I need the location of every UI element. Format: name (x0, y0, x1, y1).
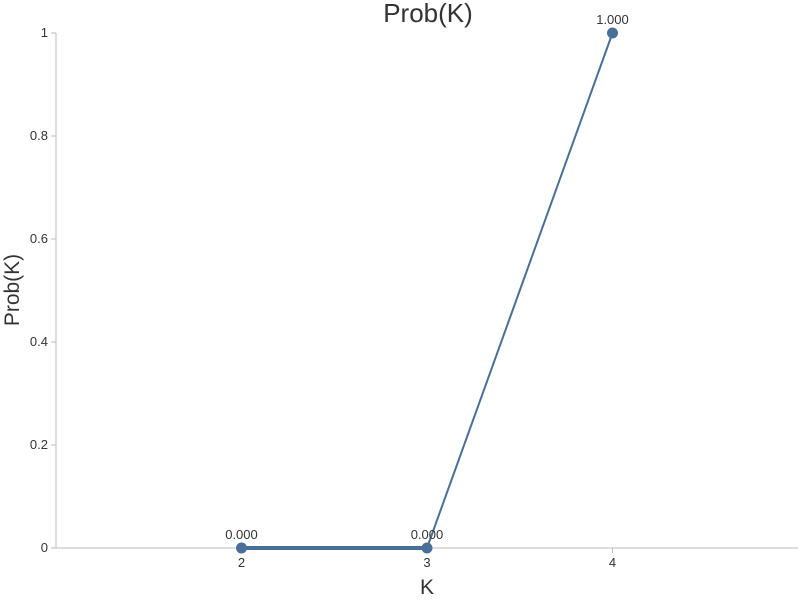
x-tick-label: 2 (238, 555, 245, 570)
data-point (421, 542, 433, 554)
data-labels: 0.000 0.000 1.000 (225, 12, 629, 542)
y-tick-label: 0.8 (30, 128, 48, 143)
data-point (607, 27, 618, 39)
y-axis: 0 0.2 0.4 0.6 0.8 1 (30, 25, 57, 555)
series-layer (236, 27, 618, 554)
data-label: 1.000 (596, 12, 629, 27)
data-label: 0.000 (225, 527, 258, 542)
x-tick-label: 4 (609, 555, 616, 570)
y-tick-label: 0.4 (30, 334, 48, 349)
chart-title: Prob(K) (383, 0, 473, 28)
series-line-segment (426, 32, 614, 549)
y-tick-label: 1 (41, 25, 48, 40)
x-axis-title: K (420, 576, 434, 599)
data-point (236, 542, 247, 554)
y-tick-label: 0.2 (30, 437, 48, 452)
y-tick-label: 0 (41, 540, 48, 555)
y-tick-label: 0.6 (30, 231, 48, 246)
x-tick-label: 3 (423, 555, 430, 570)
y-axis-title: Prob(K) (1, 254, 24, 326)
data-label: 0.000 (411, 527, 444, 542)
